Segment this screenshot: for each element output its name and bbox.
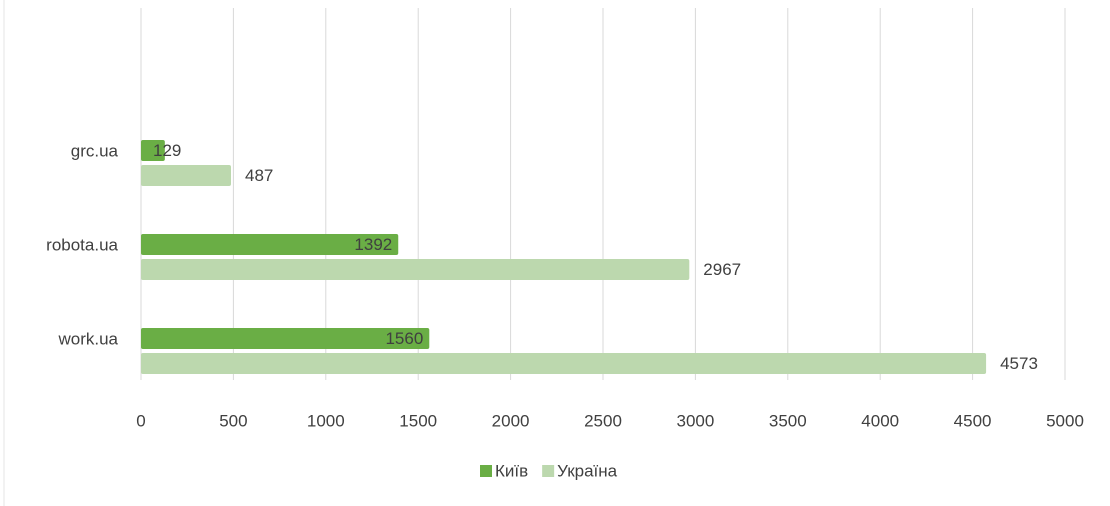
legend-label: Україна (557, 461, 617, 480)
bar (141, 259, 690, 280)
x-tick-label: 4000 (861, 411, 899, 430)
x-tick-label: 3500 (769, 411, 807, 430)
data-label: 1560 (385, 329, 423, 348)
legend-swatch (542, 465, 555, 477)
x-tick-label: 1500 (399, 411, 437, 430)
x-tick-label: 500 (219, 411, 247, 430)
x-tick-label: 0 (136, 411, 145, 430)
data-label: 4573 (1000, 354, 1038, 373)
bar (141, 328, 430, 349)
x-tick-label: 4500 (954, 411, 992, 430)
data-label: 1392 (354, 235, 392, 254)
legend-swatch (480, 465, 492, 477)
bar (141, 234, 399, 255)
y-tick-label: robota.ua (46, 235, 118, 254)
data-label: 129 (153, 141, 181, 160)
x-tick-label: 2000 (492, 411, 530, 430)
data-label: 487 (245, 166, 273, 185)
x-tick-label: 2500 (584, 411, 622, 430)
x-tick-label: 3000 (676, 411, 714, 430)
legend-label: Київ (495, 461, 528, 480)
y-tick-label: grc.ua (71, 141, 119, 160)
x-tick-label: 1000 (307, 411, 345, 430)
y-tick-label: work.ua (57, 329, 118, 348)
bar (141, 165, 231, 186)
data-label: 2967 (703, 260, 741, 279)
x-tick-label: 5000 (1046, 411, 1084, 430)
bar (141, 140, 165, 161)
bar (141, 353, 987, 374)
